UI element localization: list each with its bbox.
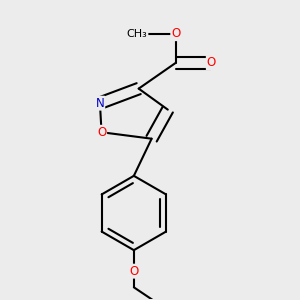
Text: O: O bbox=[129, 265, 139, 278]
Text: O: O bbox=[171, 27, 181, 40]
Text: O: O bbox=[207, 56, 216, 69]
Text: CH₃: CH₃ bbox=[127, 29, 148, 39]
Text: O: O bbox=[97, 126, 106, 139]
Text: N: N bbox=[95, 97, 104, 110]
